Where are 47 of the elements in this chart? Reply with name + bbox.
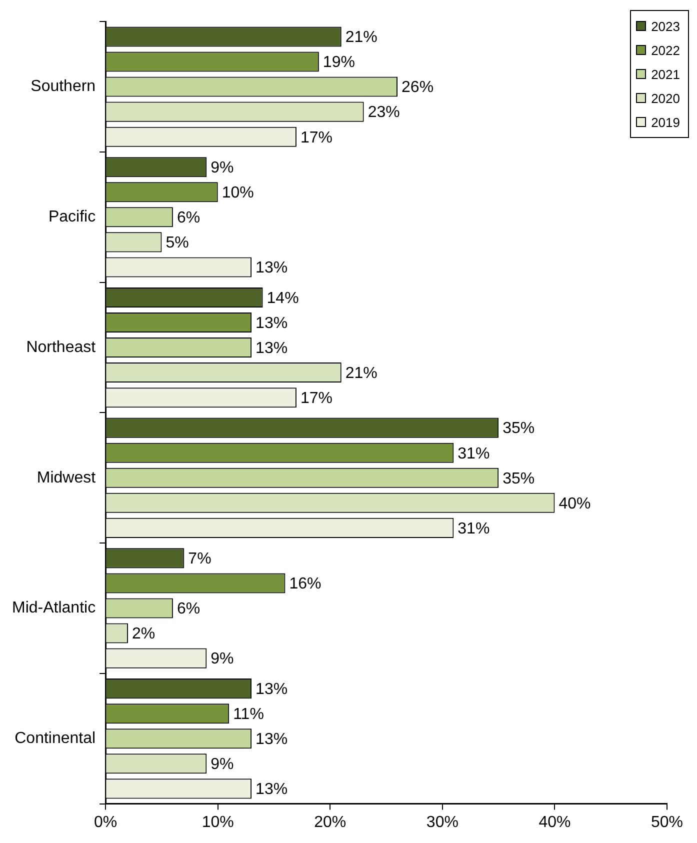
legend-label: 2020 (651, 90, 680, 106)
data-label: 13% (256, 314, 288, 332)
data-label: 17% (300, 129, 332, 146)
data-label: 26% (402, 79, 434, 96)
data-label: 23% (368, 104, 400, 122)
legend-label: 2023 (651, 18, 680, 34)
data-label: 17% (300, 390, 332, 407)
x-tick-label: 20% (314, 814, 346, 831)
data-label: 6% (176, 210, 200, 227)
x-tick-label: 30% (426, 814, 458, 831)
data-label: 35% (502, 470, 535, 488)
y-tick-label: Midwest (36, 469, 96, 486)
x-tick-label: 10% (202, 814, 234, 831)
x-tick-label: 0% (94, 814, 118, 831)
data-label: 9% (210, 159, 234, 176)
data-label: 5% (166, 234, 189, 252)
y-tick-label: Northeast (26, 338, 96, 356)
data-label: 21% (345, 29, 378, 46)
x-tick-label: 50% (650, 814, 684, 831)
data-label: 16% (289, 576, 322, 593)
data-label: 31% (458, 520, 490, 538)
data-label: 35% (502, 420, 535, 438)
data-label: 40% (558, 495, 591, 512)
data-label: 31% (458, 445, 490, 462)
legend-label: 2019 (651, 114, 680, 130)
data-label: 13% (256, 680, 288, 698)
data-label: 7% (188, 550, 212, 568)
data-label: 13% (256, 731, 288, 748)
data-label: 19% (322, 54, 355, 72)
data-label: 9% (210, 756, 234, 774)
y-tick-label: Continental (14, 730, 96, 748)
data-label: 13% (256, 781, 288, 798)
legend-label: 2022 (651, 42, 680, 58)
y-tick-label: Pacific (48, 208, 96, 226)
data-label: 6% (176, 600, 200, 618)
legend-label: 2021 (651, 66, 680, 82)
data-label: 11% (233, 706, 264, 723)
y-tick-label: Southern (30, 78, 96, 96)
data-label: 9% (210, 650, 234, 668)
data-label: 2% (132, 626, 156, 643)
x-tick-label: 40% (538, 814, 571, 831)
data-label: 13% (256, 340, 288, 357)
data-label: 21% (345, 364, 378, 382)
y-tick-label: Mid-Atlantic (12, 600, 96, 617)
data-label: 14% (266, 290, 299, 307)
data-label: 13% (256, 260, 288, 277)
data-label: 10% (222, 184, 254, 202)
